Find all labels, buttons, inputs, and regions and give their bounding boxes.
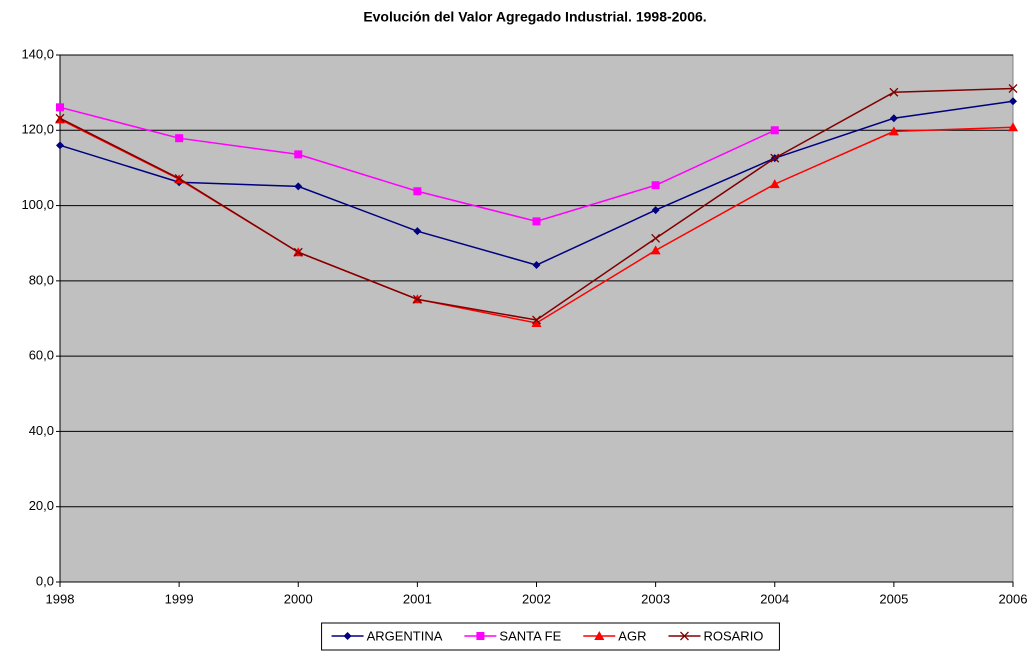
legend-label: AGR — [618, 628, 646, 643]
marker — [1009, 97, 1017, 106]
marker — [651, 233, 661, 243]
marker — [888, 126, 899, 136]
x-tick-label: 2001 — [403, 591, 432, 606]
y-tick-label: 20,0 — [29, 498, 54, 513]
marker — [651, 181, 660, 190]
marker — [651, 206, 660, 215]
marker — [294, 150, 303, 159]
marker — [343, 632, 352, 640]
x-tick-label: 2006 — [999, 591, 1028, 606]
x-tick-label: 2000 — [284, 591, 313, 606]
y-tick-label: 40,0 — [29, 423, 54, 438]
legend-item: SANTA FE — [464, 628, 562, 643]
marker — [56, 103, 64, 112]
marker — [1008, 84, 1018, 93]
legend-box — [321, 622, 780, 651]
legend-label: ROSARIO — [703, 628, 763, 643]
marker — [532, 315, 541, 325]
marker — [413, 227, 422, 236]
marker — [413, 187, 422, 196]
x-tick-label: 1999 — [165, 591, 194, 606]
marker — [56, 141, 64, 150]
marker — [770, 126, 779, 135]
marker — [412, 294, 422, 304]
marker — [294, 182, 303, 191]
y-tick-label: 60,0 — [29, 348, 54, 363]
y-tick-label: 0,0 — [36, 573, 54, 588]
marker — [531, 318, 542, 328]
x-tick-label: 2002 — [522, 591, 551, 606]
marker — [532, 261, 541, 270]
x-tick-label: 2003 — [641, 591, 670, 606]
marker — [680, 631, 689, 641]
x-tick-label: 2005 — [879, 591, 908, 606]
marker — [594, 631, 605, 640]
legend-item: ROSARIO — [668, 628, 763, 643]
marker — [1008, 122, 1018, 132]
marker — [889, 114, 898, 123]
marker — [175, 134, 184, 143]
marker — [174, 174, 184, 183]
x-tick-label: 2004 — [760, 591, 789, 606]
legend-item: AGR — [583, 628, 646, 643]
legend-label: SANTA FE — [499, 628, 561, 643]
legend-item: ARGENTINA — [331, 628, 443, 643]
y-tick-label: 80,0 — [29, 272, 54, 287]
marker — [770, 153, 780, 163]
y-tick-label: 140,0 — [21, 46, 54, 61]
marker — [769, 179, 780, 189]
legend-label: ARGENTINA — [367, 628, 443, 643]
marker — [293, 247, 303, 257]
y-tick-label: 100,0 — [21, 197, 54, 212]
marker — [476, 632, 485, 640]
chart-title: Evolución del Valor Agregado Industrial.… — [363, 9, 706, 25]
y-tick-label: 120,0 — [21, 122, 54, 137]
legend: ARGENTINA SANTA FE AGR ROSARIO — [321, 622, 780, 651]
marker — [650, 245, 661, 255]
marker — [889, 87, 899, 97]
marker — [532, 217, 541, 226]
marker — [55, 113, 65, 123]
x-tick-label: 1998 — [46, 591, 75, 606]
